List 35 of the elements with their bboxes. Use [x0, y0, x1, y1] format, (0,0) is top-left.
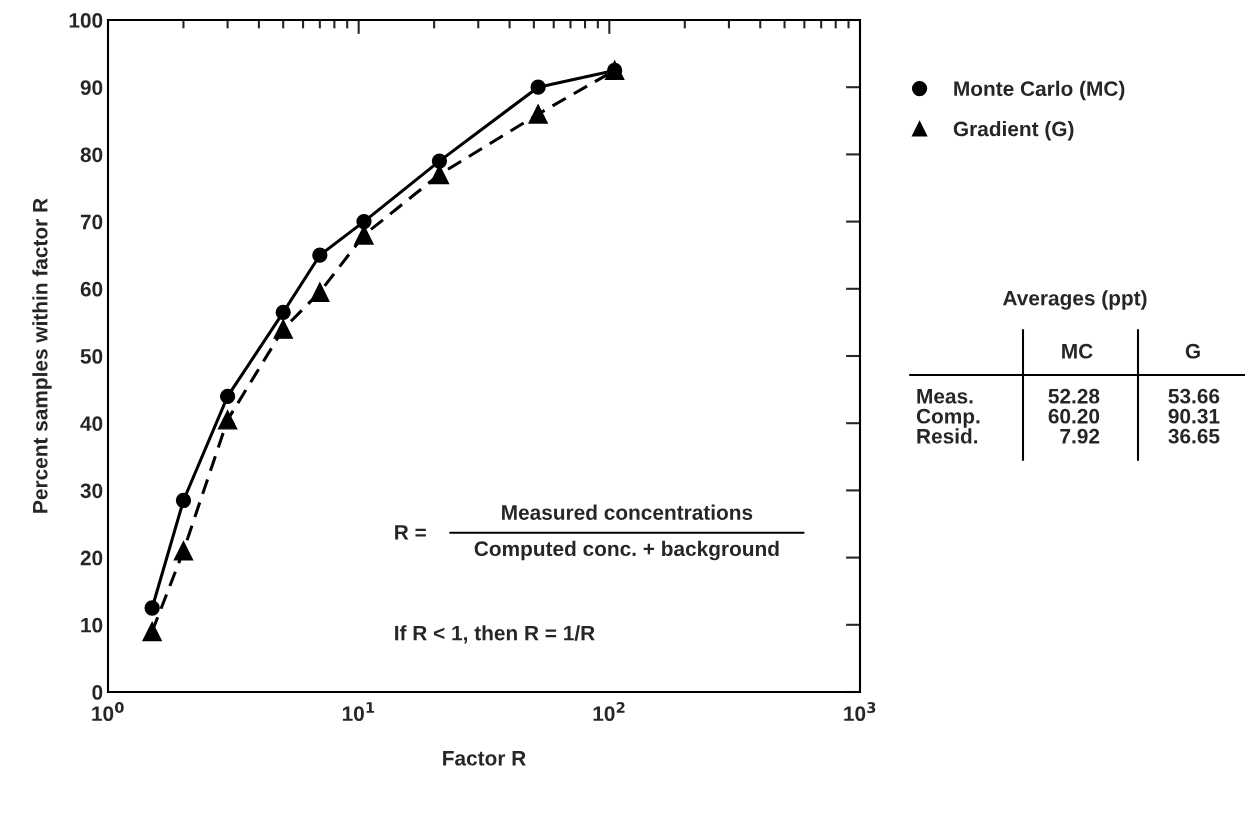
text: 90.31	[1168, 408, 1220, 424]
y-tick-label: 70	[80, 214, 103, 230]
text: Comp.	[916, 408, 980, 428]
text: 52.28	[1048, 388, 1100, 404]
text: Averages (ppt)	[1002, 290, 1147, 310]
x-tick-label: 10$^{2}$	[593, 702, 625, 722]
legend-label: Gradient (G)	[953, 121, 1074, 141]
y-axis-title: Percent samples within factor R	[32, 198, 52, 513]
annotation: Measured concentrations	[502, 504, 753, 520]
y-tick-label: 50	[80, 349, 103, 364]
y-tick-label: 0	[92, 685, 103, 700]
annotation: R =	[395, 525, 426, 540]
legend-label: Monte Carlo (MC)	[954, 80, 1125, 101]
text: 60.20	[1048, 408, 1100, 424]
text: Meas.	[917, 389, 973, 404]
x-tick-label: 10$^{0}$	[92, 702, 124, 722]
y-tick-label: 40	[80, 416, 103, 431]
y-tick-label: 100	[69, 13, 103, 28]
y-tick-label: 10	[81, 617, 103, 633]
text: G	[1185, 343, 1200, 359]
y-tick-label: 20	[80, 550, 103, 566]
x-tick-label: 10$^{3}$	[844, 702, 876, 722]
text: 7.92	[1060, 428, 1100, 444]
text: Resid.	[917, 428, 978, 444]
annotation: If R < 1, then R = 1/R	[395, 625, 595, 644]
annotation: Computed conc. + background	[474, 540, 779, 561]
y-tick-label: 30	[80, 483, 103, 499]
x-tick-label: 10$^{1}$	[342, 702, 375, 722]
y-tick-label: 60	[80, 281, 103, 297]
text: 36.65	[1168, 428, 1220, 444]
text: 53.66	[1168, 388, 1220, 404]
text: MC	[1062, 343, 1093, 359]
y-tick-label: 90	[80, 80, 103, 95]
x-axis-title: Factor R	[443, 751, 526, 766]
y-tick-label: 80	[80, 147, 103, 163]
